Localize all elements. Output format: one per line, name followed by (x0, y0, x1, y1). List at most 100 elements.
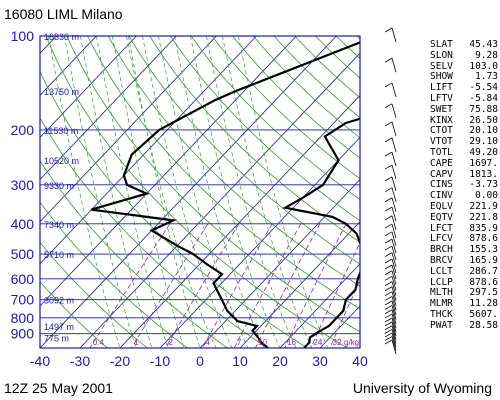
isotherm-line (119, 94, 360, 348)
dry-adiabat-line (149, 36, 360, 243)
index-row: THCK 5607. (430, 309, 498, 321)
index-value: 29.10 (469, 136, 498, 148)
wind-barb-staff (391, 231, 397, 246)
height-label: 7340 m (44, 220, 74, 230)
index-name: BRCV (430, 254, 453, 266)
moist-adiabat-line (96, 36, 169, 348)
moist-adiabat-line (206, 36, 297, 348)
sounding-date: 12Z 25 May 2001 (4, 380, 113, 396)
mixing-ratio-label: 2 (168, 338, 173, 347)
isotherm-line (199, 178, 360, 348)
station-title: 16080 LIML Milano (4, 6, 123, 22)
wind-barb-flag (384, 103, 393, 109)
wind-barb-staff (391, 176, 397, 191)
height-label: 3092 m (44, 296, 74, 306)
index-value: 0.00 (475, 190, 498, 202)
mixing-ratio-label: 10 (258, 338, 267, 347)
wind-barb-flag (384, 231, 393, 237)
index-name: LCLT (430, 265, 453, 277)
index-row: SWET 75.88 (430, 103, 498, 116)
dry-adiabat-line (170, 36, 360, 222)
y-tick-label: 700 (11, 292, 35, 308)
mixing-ratio-label: g/kg (344, 338, 359, 347)
wind-barb-staff (391, 137, 397, 152)
index-value: 297.5 (469, 287, 498, 299)
y-tick-label: 200 (11, 122, 35, 138)
dry-adiabat-line (40, 201, 188, 348)
wind-barb-staff (391, 305, 397, 320)
y-tick-label: 100 (11, 28, 35, 44)
index-row: EQLV 221.9 (430, 201, 498, 213)
wind-barb-flag (384, 82, 393, 88)
wind-barb-flag (384, 325, 393, 331)
isotherm-line (40, 36, 337, 348)
dry-adiabat-line (107, 36, 360, 287)
index-row: SLON 9.28 (430, 50, 498, 62)
height-label: 775 m (44, 333, 69, 343)
index-row: BRCV 165.9 (430, 254, 498, 267)
index-row: MLMR 11.28 (430, 298, 498, 310)
height-label: 5710 m (44, 250, 74, 260)
dry-adiabat-line (128, 36, 360, 265)
index-name: VTOT (430, 136, 453, 148)
index-name: MLMR (430, 298, 453, 310)
y-tick-label: 600 (11, 271, 35, 287)
wind-barb-staff (391, 245, 397, 261)
moist-adiabat-line (64, 36, 137, 348)
wind-barb-flag (384, 206, 393, 212)
index-name: SWET (430, 103, 453, 115)
index-row: CINV 0.00 (430, 190, 498, 202)
height-label: 11530 m (44, 126, 78, 136)
wind-barb-staff (391, 206, 397, 222)
wind-barb-staff (391, 215, 397, 230)
wind-barb-flag (384, 245, 393, 251)
index-value: 49.20 (469, 146, 498, 158)
mixing-ratio-line (202, 223, 273, 348)
wind-barb-flag (384, 57, 393, 63)
wind-barb-staff (391, 103, 397, 118)
mixing-ratio-label: 0.4 (93, 338, 105, 347)
index-row: PWAT 28.58 (430, 319, 498, 332)
index-name: CINS (430, 179, 453, 191)
index-name: CAPV (430, 168, 453, 180)
isotherm-line (79, 52, 360, 348)
plot-area (40, 36, 360, 348)
wind-barb-staff (391, 164, 397, 180)
wind-barb-flag (384, 252, 393, 258)
x-tick-label: 10 (232, 353, 248, 369)
wind-barb-staff (391, 329, 397, 344)
mixing-ratio-label: 1 (134, 338, 139, 347)
isotherm-line (40, 36, 177, 181)
index-value: 11.28 (469, 298, 498, 310)
index-value: 26.50 (469, 114, 498, 126)
mixing-ratio-label: 16 (287, 338, 296, 347)
wind-barb-staff (391, 281, 397, 296)
index-value: -3.73 (469, 179, 498, 191)
wind-barb-staff (391, 264, 397, 280)
index-name: LCLP (430, 276, 453, 288)
index-value: 28.58 (469, 319, 498, 331)
wind-barb-flag (384, 164, 393, 170)
wind-barb-staff (391, 300, 397, 316)
index-value: 103.0 (469, 60, 498, 72)
wind-barb-flag (384, 313, 393, 319)
index-value: 1813. (469, 168, 498, 180)
index-value: -5.54 (469, 82, 498, 94)
x-tick-label: 20 (272, 353, 288, 369)
wind-barb-flag (384, 27, 393, 33)
y-tick-label: 800 (11, 310, 35, 326)
temperature-profile (282, 117, 360, 348)
moist-adiabat-line (222, 36, 313, 348)
index-name: LFCT (430, 222, 453, 234)
wind-barb-staff (391, 252, 397, 267)
moist-adiabat-line (80, 36, 153, 348)
wind-barb-staff (391, 339, 397, 355)
isotherm-line (40, 36, 217, 223)
wind-barb-staff (391, 291, 397, 306)
wind-barb-staff (391, 223, 397, 239)
index-row: LFCV 878.6 (430, 234, 498, 245)
index-name: BRCH (430, 244, 453, 256)
wind-barb-staff (391, 336, 397, 351)
index-name: LFTV (430, 92, 453, 104)
